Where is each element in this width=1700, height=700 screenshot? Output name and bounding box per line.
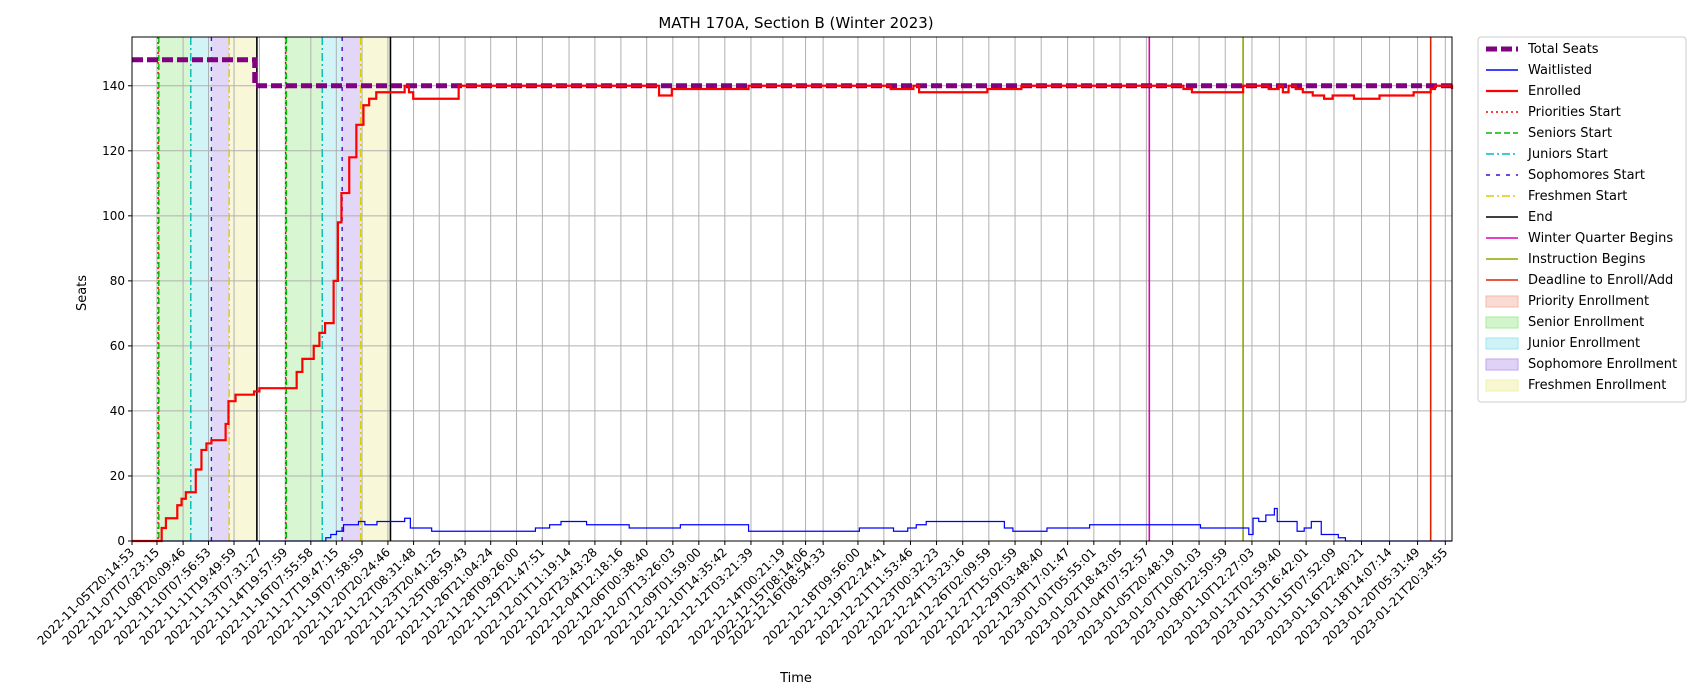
legend-item-instruction-begins: Instruction Begins [1486,252,1646,267]
legend-swatch [1485,295,1519,308]
enrollment-period-spans [158,37,391,541]
legend-item-juniors-start: Juniors Start [1486,147,1608,162]
total-seats-series [132,57,1452,89]
legend-item-enrolled: Enrolled [1486,84,1581,99]
legend-item-priorities-start: Priorities Start [1486,105,1621,120]
legend-item-freshmen-enrollment: Freshmen Enrollment [1485,378,1666,393]
junior-enrollment-span [322,37,343,541]
legend-item-freshmen-start: Freshmen Start [1486,189,1627,204]
sophomore-enrollment-span [342,37,361,541]
legend-label: Junior Enrollment [1527,336,1640,351]
freshmen-enrollment-span [229,37,257,541]
legend-swatch [1485,358,1519,371]
legend-box [1477,36,1687,403]
legend-item-sophomores-start: Sophomores Start [1486,168,1645,183]
legend-swatch [1485,316,1519,329]
y-tick-label: 40 [110,404,125,418]
legend-label: Total Seats [1527,42,1599,57]
junior-enrollment-span [190,37,212,541]
legend-label: Sophomores Start [1528,168,1645,183]
senior-enrollment-span [158,37,191,541]
legend-item-priority-enrollment: Priority Enrollment [1485,294,1649,309]
legend-label: Sophomore Enrollment [1528,357,1677,372]
legend-label: End [1528,210,1553,225]
legend-item-total-seats: Total Seats [1486,42,1599,57]
legend-swatch [1485,379,1519,392]
y-tick-label: 20 [110,469,125,483]
freshmen-enrollment-span [360,37,391,541]
legend-label: Seniors Start [1528,126,1612,141]
legend-item-winter-quarter-begins: Winter Quarter Begins [1486,231,1673,246]
legend-item-junior-enrollment: Junior Enrollment [1485,336,1640,351]
senior-enrollment-span [286,37,323,541]
legend-label: Freshmen Enrollment [1528,378,1666,393]
legend-item-senior-enrollment: Senior Enrollment [1485,315,1644,330]
y-tick-label: 100 [102,209,125,223]
y-tick-label: 60 [110,339,125,353]
enrolled-series [132,84,1454,543]
data-series [132,57,1454,543]
legend-label: Winter Quarter Begins [1528,231,1673,246]
x-axis-title: Time [779,671,812,686]
waitlisted-series [132,507,1452,542]
y-axis-title: Seats [75,275,90,311]
legend-label: Priority Enrollment [1528,294,1649,309]
legend-label: Senior Enrollment [1528,315,1644,330]
legend-label: Juniors Start [1527,147,1608,162]
plot-frame [131,36,1453,542]
legend-item-seniors-start: Seniors Start [1486,126,1612,141]
y-tick-label: 0 [117,534,125,548]
legend-item-end: End [1486,210,1553,225]
legend-label: Waitlisted [1528,63,1592,78]
legend-label: Instruction Begins [1528,252,1646,267]
legend-label: Priorities Start [1528,105,1621,120]
legend-label: Enrolled [1528,84,1581,99]
y-tick-label: 80 [110,274,125,288]
legend-item-deadline-to-enroll-add: Deadline to Enroll/Add [1486,273,1673,288]
y-axis-ticks: 0 20 40 60 80 100 120 140 [102,79,132,548]
chart-title: MATH 170A, Section B (Winter 2023) [658,14,933,32]
legend: Total Seats Waitlisted Enrolled Priorities … [1477,36,1687,403]
legend-swatch [1485,337,1519,350]
legend-item-sophomore-enrollment: Sophomore Enrollment [1485,357,1677,372]
y-tick-label: 120 [102,144,125,158]
y-tick-label: 140 [102,79,125,93]
legend-label: Deadline to Enroll/Add [1528,273,1673,288]
sophomore-enrollment-span [211,37,230,541]
event-lines [157,37,1432,541]
legend-label: Freshmen Start [1528,189,1627,204]
x-axis-ticks: 2022-11-05T20:14:532022-11-07T07:23:1520… [35,541,1450,648]
legend-item-waitlisted: Waitlisted [1486,63,1592,78]
